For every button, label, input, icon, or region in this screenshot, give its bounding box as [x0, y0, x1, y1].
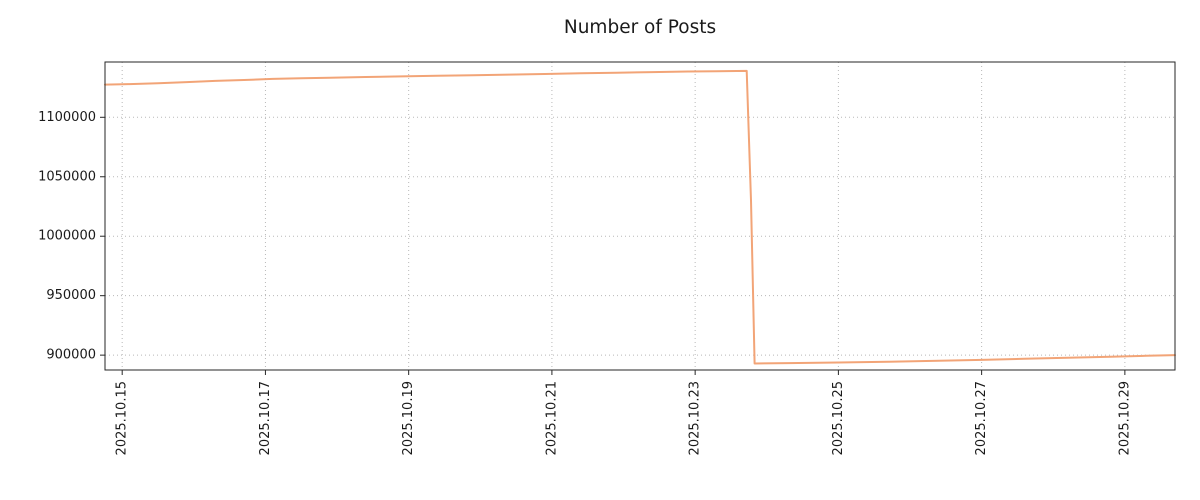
x-tick-label: 2025.10.15 [115, 381, 130, 455]
x-tick-label: 2025.10.29 [1117, 381, 1132, 455]
tick-marks [100, 116, 1126, 375]
x-tick-label: 2025.10.27 [974, 381, 989, 455]
plot-border [104, 61, 1176, 371]
x-tick-label: 2025.10.19 [401, 381, 416, 455]
x-tick-label: 2025.10.25 [831, 381, 846, 455]
grid-lines [105, 62, 1175, 370]
y-tick-label: 900000 [46, 348, 96, 363]
y-tick-label: 950000 [46, 288, 96, 303]
y-tick-label: 1100000 [38, 110, 96, 125]
x-tick-label: 2025.10.17 [258, 381, 273, 455]
chart-title: Number of Posts [563, 17, 717, 38]
x-tick-label: 2025.10.21 [544, 381, 559, 455]
x-tick-label: 2025.10.23 [688, 381, 703, 455]
series-line-number-of-posts [104, 69, 1176, 365]
y-tick-label: 1050000 [38, 169, 96, 184]
y-tick-label: 1000000 [38, 229, 96, 244]
tick-labels: 900000 950000 1000000 1050000 1100000 2025.10… [38, 110, 1132, 456]
